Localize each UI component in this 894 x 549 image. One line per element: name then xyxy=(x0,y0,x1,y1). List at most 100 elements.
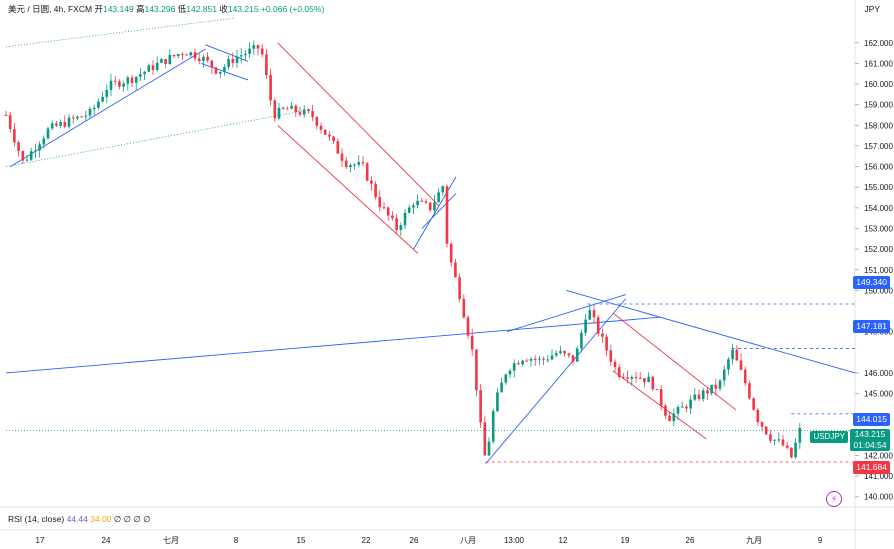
candle-body xyxy=(164,59,167,64)
candle-body xyxy=(727,359,730,370)
candle-body xyxy=(176,54,180,57)
candle-body xyxy=(785,445,789,448)
y-tick-label: 150.000 xyxy=(864,286,893,295)
candle-body xyxy=(718,380,722,389)
candle-body xyxy=(307,109,310,112)
countdown: 01:04:54 xyxy=(853,440,887,450)
candle-body xyxy=(781,439,785,446)
blue-trendline xyxy=(506,294,626,333)
candle-body xyxy=(643,378,646,383)
candle-body xyxy=(277,107,281,119)
candle-body xyxy=(42,138,46,145)
y-tick-label: 152.000 xyxy=(864,245,893,254)
close-label: 收 xyxy=(219,4,228,14)
candle-body xyxy=(458,277,461,299)
candle-body xyxy=(605,336,608,351)
close-value: 143.215 xyxy=(227,4,259,14)
candle-body xyxy=(559,350,562,354)
blue-trendline xyxy=(10,48,206,167)
candle-body xyxy=(525,360,529,362)
candle-body xyxy=(617,367,621,377)
candle-body xyxy=(752,398,755,410)
candle-body xyxy=(97,101,100,108)
candle-body xyxy=(433,202,436,211)
candle-body xyxy=(189,52,193,56)
candle-body xyxy=(701,390,705,399)
candle-body xyxy=(206,56,209,61)
blue-trendline xyxy=(566,289,856,374)
candle-body xyxy=(391,215,394,219)
blue-trendline xyxy=(5,316,660,374)
candle-body xyxy=(743,369,747,384)
candle-body xyxy=(252,45,256,49)
open-label: 开 xyxy=(94,4,103,14)
candle-body xyxy=(542,358,545,360)
candle-body xyxy=(4,114,8,116)
candle-body xyxy=(693,394,697,400)
candle-body xyxy=(185,54,188,56)
x-tick-label: 13:00 xyxy=(504,536,525,545)
candle-body xyxy=(202,56,205,62)
candle-body xyxy=(193,52,197,59)
candle-body xyxy=(260,48,264,55)
candle-body xyxy=(714,384,718,389)
candle-body xyxy=(273,100,277,119)
candle-body xyxy=(374,183,377,198)
candle-body xyxy=(735,349,739,361)
candle-body xyxy=(798,428,802,443)
candle-body xyxy=(122,83,125,87)
candle-body xyxy=(470,335,474,350)
candle-body xyxy=(546,359,550,361)
candle-body xyxy=(8,115,12,130)
candle-body xyxy=(130,77,134,83)
candle-body xyxy=(790,447,793,458)
candle-body xyxy=(323,129,327,135)
candle-body xyxy=(689,399,692,409)
candle-body xyxy=(13,129,16,143)
candle-body xyxy=(567,353,571,356)
candle-body xyxy=(231,59,235,63)
candle-body xyxy=(370,180,373,184)
candle-body xyxy=(445,186,449,244)
candle-body xyxy=(46,128,50,139)
symbol-legend: 美元 / 日圆, 4h, FXCM 开143.149 高143.296 低142… xyxy=(8,3,324,15)
rsi-legend: RSI (14, close) 44.44 34.00 ∅ ∅ ∅ ∅ xyxy=(8,514,151,525)
candle-body xyxy=(328,134,331,137)
candle-body xyxy=(118,81,121,87)
x-tick-label: 15 xyxy=(297,536,306,545)
candle-body xyxy=(777,439,781,441)
price-tag-144015: 144.015 xyxy=(853,413,890,426)
candle-body xyxy=(437,192,440,203)
candle-body xyxy=(441,186,445,193)
candle-body xyxy=(609,350,613,362)
x-tick-label: 26 xyxy=(686,536,695,545)
blue-trendline xyxy=(421,193,457,229)
candle-body xyxy=(529,358,533,361)
candle-body xyxy=(286,108,289,110)
candle-body xyxy=(365,163,369,181)
candle-body xyxy=(63,121,67,127)
candle-body xyxy=(697,394,701,399)
lightning-icon[interactable]: ⚡ xyxy=(826,491,842,507)
candle-body xyxy=(483,422,487,456)
rsi-placeholders: ∅ ∅ ∅ ∅ xyxy=(113,514,151,524)
candle-body xyxy=(500,382,503,393)
candle-body xyxy=(248,48,251,54)
candle-body xyxy=(155,62,159,70)
candle-body xyxy=(739,360,743,370)
candle-body xyxy=(706,390,709,394)
candle-body xyxy=(626,377,629,379)
symbol-text: 美元 / 日圆, 4h, FXCM xyxy=(8,4,93,14)
y-tick-label: 157.000 xyxy=(864,142,893,151)
candle-body xyxy=(332,136,335,142)
candle-body xyxy=(88,109,92,116)
candle-body xyxy=(588,310,592,320)
high-label: 高 xyxy=(136,4,145,14)
candle-body xyxy=(416,200,419,206)
candle-body xyxy=(466,317,470,336)
candle-body xyxy=(655,389,659,391)
candle-body xyxy=(281,107,285,109)
y-tick-label: 153.000 xyxy=(864,224,893,233)
